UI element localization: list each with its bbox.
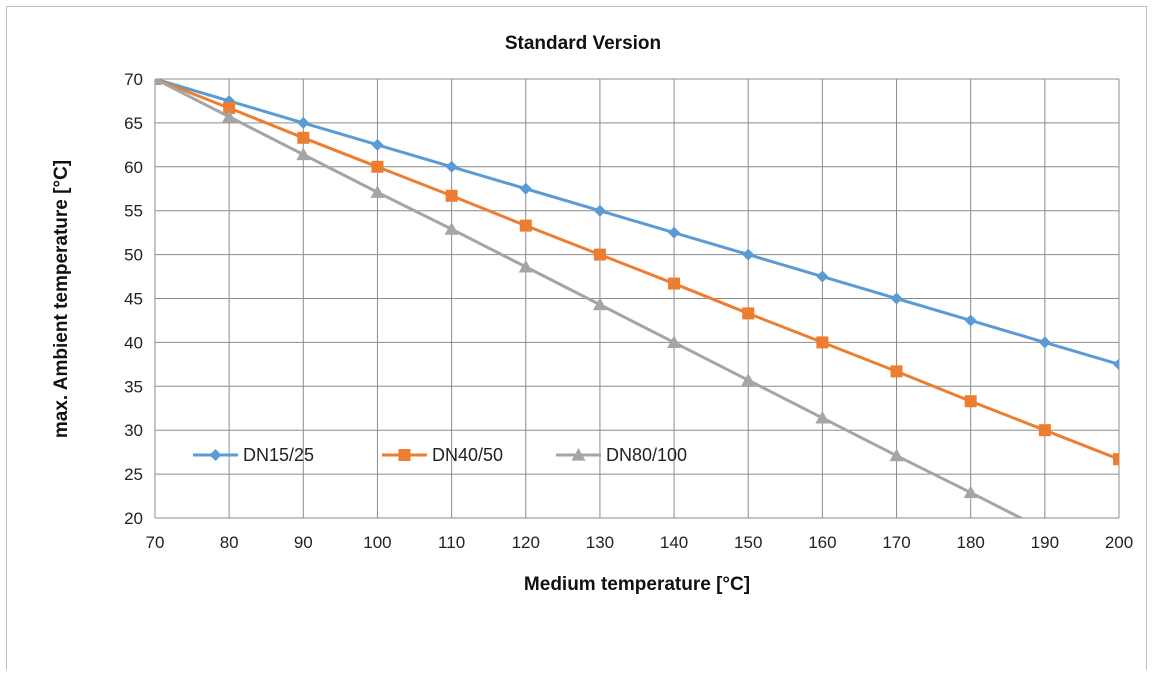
data-point [963,485,978,499]
x-tick-label: 100 [363,533,391,552]
y-tick-label: 25 [124,465,143,484]
series-dn15-25 [155,79,1119,371]
legend: DN15/25 DN40/50 DN80/100 [193,445,687,465]
data-point [223,101,236,114]
data-point [741,373,756,386]
y-tick-label: 60 [124,158,143,177]
x-tick-label: 140 [660,533,688,552]
legend-item: DN40/50 [382,445,503,465]
legend-swatch-marker [209,449,222,461]
series-line [155,79,1119,366]
x-axis-title: Medium temperature [°C] [524,574,750,595]
data-point [964,395,977,408]
data-point [815,410,830,424]
data-point [1113,453,1119,466]
data-point [816,270,829,283]
x-tick-label: 200 [1105,533,1133,552]
data-point [593,204,606,217]
tick-labels: 20 25 30 35 40 45 50 55 60 65 70 70 80 90 100 110 120 130… [124,70,1133,552]
legend-item: DN15/25 [193,445,314,465]
data-point [519,219,532,232]
x-tick-label: 160 [808,533,836,552]
y-tick-label: 40 [124,333,143,352]
data-point [371,160,384,173]
y-axis-title: max. Ambient temperature [°C] [51,160,72,438]
x-tick-label: 130 [586,533,614,552]
data-point [445,160,458,173]
x-tick-label: 190 [1031,533,1059,552]
data-point [370,185,385,198]
y-tick-label: 20 [124,509,143,528]
data-point [890,292,903,305]
legend-swatch-marker [398,449,411,461]
x-tick-label: 180 [957,533,985,552]
y-tick-label: 55 [124,202,143,221]
data-point [592,297,607,311]
series-dn40-50 [155,79,1119,466]
legend-swatch-marker [571,448,586,461]
series-line [155,79,1119,461]
data-point [742,307,755,320]
data-point [155,79,162,85]
series-dn80-100 [155,79,1025,518]
data-point [518,259,533,273]
legend-item: DN80/100 [556,445,687,465]
x-tick-label: 90 [294,533,313,552]
data-point [668,277,681,290]
y-tick-label: 65 [124,114,143,133]
data-point [964,314,977,327]
data-point [593,248,606,261]
data-point [668,226,681,239]
data-point [816,336,829,349]
data-point [222,109,237,123]
data-point [1038,336,1051,349]
y-tick-label: 45 [124,290,143,309]
legend-label: DN15/25 [243,445,314,465]
series-layer [155,79,1119,518]
data-point [667,335,682,348]
data-point [890,365,903,378]
x-tick-label: 150 [734,533,762,552]
data-point [297,116,310,129]
y-tick-label: 50 [124,246,143,265]
grid [154,78,1120,519]
x-tick-label: 80 [220,533,239,552]
x-tick-label: 170 [882,533,910,552]
x-tick-label: 110 [438,533,465,552]
data-point [371,138,384,151]
y-tick-label: 35 [124,377,143,396]
x-tick-label: 120 [512,533,540,552]
x-tick-label: 70 [146,533,165,552]
data-point [445,189,458,202]
y-tick-label: 70 [124,70,143,89]
chart-frame [6,6,1147,670]
data-point [296,147,311,161]
y-tick-label: 30 [124,421,143,440]
data-point [1038,424,1051,437]
data-point [297,131,310,144]
data-point [889,448,904,462]
legend-label: DN40/50 [432,445,503,465]
data-point [519,182,532,195]
legend-label: DN80/100 [606,445,687,465]
data-point [1113,358,1119,371]
data-point [444,222,459,235]
data-point [742,248,755,261]
chart-title: Standard Version [505,33,661,54]
series-line [155,79,1025,518]
